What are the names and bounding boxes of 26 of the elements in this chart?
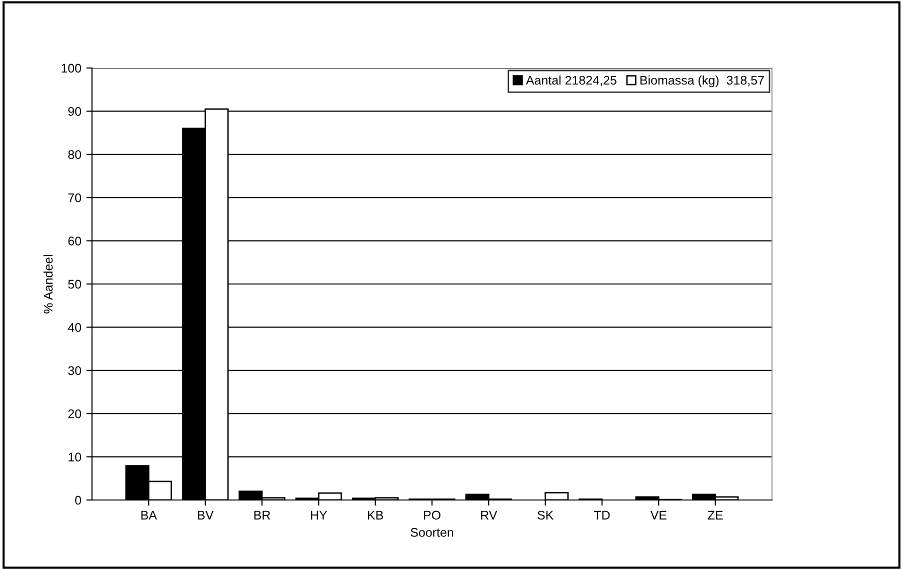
y-tick-label: 80 <box>68 150 82 160</box>
x-tick-label: TD <box>594 510 610 520</box>
x-tick-label: VE <box>650 510 666 520</box>
y-tick-label: 10 <box>68 452 82 462</box>
x-tick-label: RV <box>481 510 498 520</box>
x-tick-label: BA <box>141 510 157 520</box>
x-axis-title: Soorten <box>410 528 454 537</box>
y-tick-label: 20 <box>68 409 82 418</box>
legend-label: Biomassa (kg) 318,57 <box>640 76 764 88</box>
x-tick-label: KB <box>368 510 384 520</box>
x-tick-label: PO <box>424 510 440 520</box>
y-tick-label: 100 <box>62 64 82 73</box>
y-tick-label: 60 <box>68 236 82 246</box>
y-tick-label: 0 <box>75 496 82 505</box>
x-tick-label: HY <box>311 510 328 520</box>
y-tick-label: 30 <box>68 366 82 376</box>
legend-label: Aantal 21824,25 <box>526 76 616 86</box>
x-tick-label: SK <box>538 510 554 520</box>
x-tick-label: BV <box>198 510 214 520</box>
y-tick-label: 50 <box>68 280 82 289</box>
y-tick-label: 90 <box>68 107 82 116</box>
y-tick-label: 70 <box>68 193 82 202</box>
y-axis-title: % Aandeel <box>44 254 53 314</box>
x-tick-label: BR <box>254 510 270 520</box>
x-tick-label: ZE <box>708 510 723 520</box>
y-tick-label: 40 <box>68 323 82 332</box>
